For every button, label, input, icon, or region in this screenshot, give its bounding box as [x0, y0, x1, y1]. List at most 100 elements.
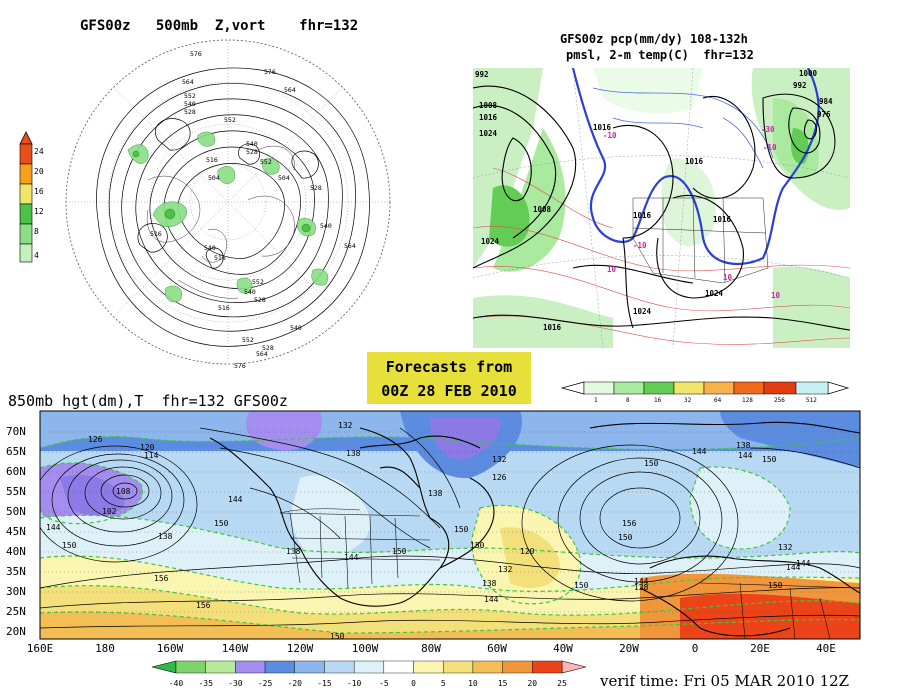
t850-panel-title: 850mb hgt(dm),T fhr=132 GFS00z — [8, 392, 288, 410]
us-borders — [632, 197, 769, 284]
precip-legend-label: 128 — [742, 397, 753, 404]
temp-legend-bin — [532, 660, 563, 674]
isobar-labels: 992 1008 1016 1024 1016 1016 1008 1024 1… — [475, 69, 833, 332]
longitude-labels: 160E 180 160W 140W 120W 100W 80W 60W 40W 20W 0 20E 4… — [27, 642, 836, 655]
temp-legend-bin — [472, 660, 503, 674]
contour-label: 144 — [46, 523, 61, 532]
precip-panel-title-line2: pmsl, 2-m temp(C) fhr=132 — [566, 48, 754, 62]
contour-label: 120 — [140, 443, 155, 452]
temp-legend-label: -10 — [347, 679, 362, 688]
latitude-label: 35N — [6, 565, 26, 578]
latitude-label: 60N — [6, 465, 26, 478]
longitude-label: 20E — [750, 642, 770, 655]
latitude-label: 30N — [6, 585, 26, 598]
isobar-label: 1024 — [633, 307, 652, 316]
temp-legend-label: -40 — [169, 679, 184, 688]
longitude-label: 80W — [421, 642, 441, 655]
temp-legend-label: -20 — [288, 679, 303, 688]
temp-legend-label: 5 — [441, 679, 446, 688]
isobar-label: 1000 — [799, 69, 818, 78]
longitude-label: 60W — [487, 642, 507, 655]
temp-legend-bin — [205, 660, 236, 674]
contour-label: 576 — [190, 50, 202, 58]
vorticity-shading — [127, 131, 329, 303]
contour-labels: 126 120 114 108 102 144 150 150 156 156 … — [46, 421, 811, 641]
longitude-label: 160E — [27, 642, 54, 655]
contour-label: 150 — [768, 581, 783, 590]
contour-label: 540 — [290, 324, 302, 332]
temp-legend-label: 15 — [498, 679, 508, 688]
contour-label: 150 — [392, 547, 407, 556]
temp-legend-label: 25 — [557, 679, 567, 688]
contour-label: 576 — [264, 68, 276, 76]
graticule — [473, 68, 850, 348]
contour-label: 144 — [634, 577, 649, 586]
contour-label: 138 — [736, 441, 751, 450]
temp-label: 10 — [771, 291, 781, 300]
contour-label: 540 — [204, 244, 216, 252]
forecast-line2: 00Z 28 FEB 2010 — [381, 382, 517, 400]
contour-label: 504 — [278, 174, 290, 182]
vort-legend-label: 8 — [34, 227, 39, 236]
contour-label: 516 — [218, 304, 230, 312]
map-frame — [39, 410, 861, 640]
contour-label: 150 — [330, 632, 345, 641]
temp-legend-left-arrow — [151, 660, 177, 674]
contour-label: 132 — [778, 543, 793, 552]
precip-legend-label: 32 — [684, 397, 692, 404]
contour-label: 504 — [208, 174, 220, 182]
precip-legend-bin — [733, 381, 765, 395]
vort-legend-arrow — [19, 131, 33, 145]
contour-label: 108 — [116, 487, 131, 496]
contour-label: 528 — [254, 296, 266, 304]
vort-legend-label: 20 — [34, 167, 44, 176]
longitude-label: 140W — [222, 642, 249, 655]
vort-legend-bin — [19, 183, 33, 205]
latitude-label: 45N — [6, 525, 26, 538]
vort-legend-bin — [19, 243, 33, 263]
precip-legend-right-arrow — [827, 381, 850, 395]
precip-panel-title-line1: GFS00z pcp(mm/dy) 108-132h — [560, 32, 748, 46]
isobar-label: 1016 — [685, 157, 704, 166]
vort-legend-bin — [19, 203, 33, 225]
vort-legend-label: 12 — [34, 207, 44, 216]
contour-label: 564 — [182, 78, 194, 86]
isobar-label: 1016 — [713, 215, 732, 224]
contour-label: 552 — [242, 336, 254, 344]
latitude-label: 50N — [6, 505, 26, 518]
precip-legend-bin — [763, 381, 797, 395]
isobar-label: 1016 — [593, 123, 612, 132]
precip-legend-label: 512 — [806, 397, 817, 404]
temp-legend: -40 -35 -30 -25 -20 -15 -10 -5 0 5 10 15 20 25 — [151, 660, 587, 688]
longitude-label: 40W — [553, 642, 573, 655]
contour-label: 528 — [184, 108, 196, 116]
temp-legend-label: -15 — [317, 679, 332, 688]
temp-legend-bin — [324, 660, 355, 674]
contour-label: 516 — [150, 230, 162, 238]
longitude-label: 0 — [692, 642, 699, 655]
contour-label: 528 — [310, 184, 322, 192]
temp-label: 10 — [607, 265, 617, 274]
temp-legend-bin — [235, 660, 266, 674]
precip-legend: 1 8 16 32 64 128 256 512 — [560, 381, 850, 404]
precip-legend-bin — [703, 381, 735, 395]
latitude-label: 65N — [6, 445, 26, 458]
temp-legend-label: -25 — [258, 679, 273, 688]
isobar-label: 1016 — [479, 113, 498, 122]
contour-label: 552 — [184, 92, 196, 100]
isobar-label: 984 — [819, 97, 833, 106]
contour-label: 144 — [228, 495, 243, 504]
contour-label: 138 — [158, 532, 173, 541]
contour-label: 552 — [252, 278, 264, 286]
longitude-label: 160W — [157, 642, 184, 655]
temp-legend-bin — [502, 660, 533, 674]
cold-contours — [592, 87, 774, 169]
contour-label: 150 — [454, 525, 469, 534]
graticule — [40, 431, 860, 613]
contour-label: 144 — [692, 447, 707, 456]
precip-legend-label: 16 — [654, 397, 662, 404]
precip-legend-label: 64 — [714, 397, 722, 404]
polar-stereo-map: 576 576 564 552 540 528 552 564 540 528 … — [65, 39, 391, 370]
precip-legend-bin — [673, 381, 705, 395]
temp-label: -10 — [763, 143, 777, 152]
